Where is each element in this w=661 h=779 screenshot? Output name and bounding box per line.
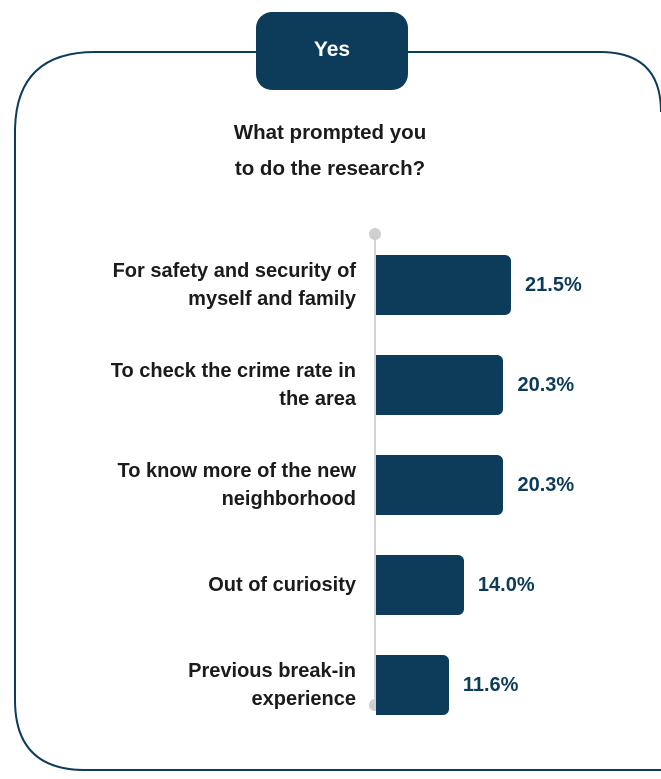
category-label-line: For safety and security of — [112, 260, 356, 282]
category-label-line: To know more of the new — [117, 460, 356, 482]
axis-top-dot — [369, 228, 381, 240]
category-label: To know more of the new neighborhood — [26, 457, 356, 513]
category-label-line: Out of curiosity — [208, 574, 356, 596]
category-label-line: myself and family — [188, 288, 356, 310]
bar-value-label: 21.5% — [525, 274, 582, 296]
category-label-line: Previous break-in — [188, 660, 356, 682]
bar — [376, 555, 464, 615]
bar-value-label: 14.0% — [477, 574, 535, 596]
category-label: For safety and security of myself and fam… — [26, 257, 356, 313]
category-label: Previous break-in experience — [26, 657, 356, 713]
yes-tab: Yes — [256, 12, 408, 90]
bar-value-label: 20.3% — [517, 374, 575, 396]
bar — [376, 655, 449, 715]
category-label: To check the crime rate in the area — [26, 357, 356, 413]
tab-label: Yes — [313, 38, 351, 61]
bar — [376, 355, 504, 415]
bar — [376, 255, 512, 315]
category-label-line: the area — [279, 388, 356, 410]
category-label-line: neighborhood — [221, 488, 356, 510]
category-label-line: To check the crime rate in — [110, 360, 356, 382]
category-label-line: experience — [251, 688, 356, 710]
question-line-2: to do the research? — [234, 157, 426, 180]
bar-value-label: 20.3% — [517, 474, 575, 496]
bar-value-label: 11.6% — [462, 674, 519, 696]
question-line-1: What prompted you — [233, 121, 427, 144]
bar — [376, 455, 504, 515]
category-label: Out of curiosity — [26, 571, 356, 599]
axis-line — [374, 234, 376, 706]
